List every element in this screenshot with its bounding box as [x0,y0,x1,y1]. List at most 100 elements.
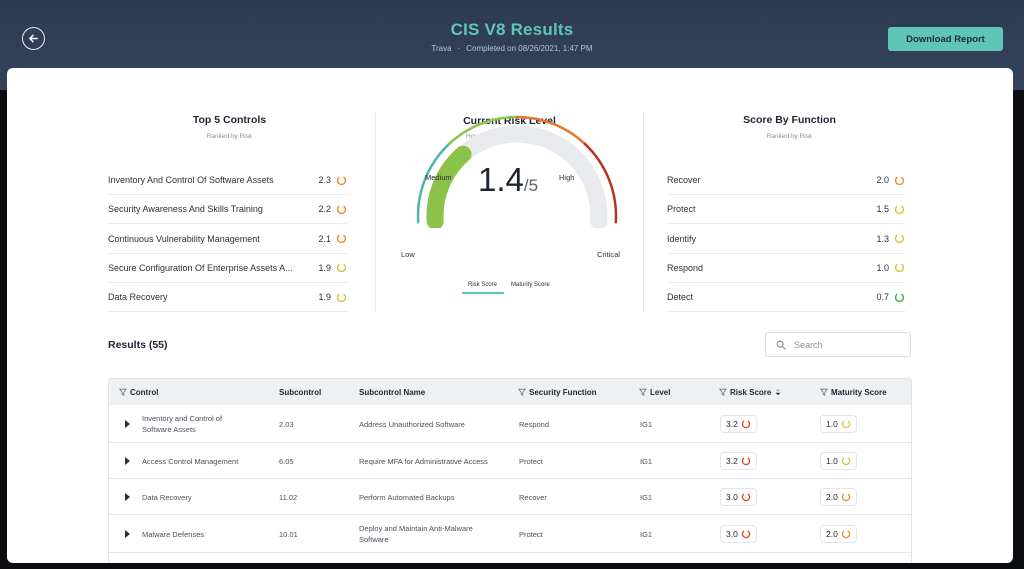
risk-score-badge-value: 3.0 [726,529,738,539]
filter-icon[interactable] [119,388,127,396]
risk-score-badge: 3.2 [720,452,757,470]
cell-level: IG1 [640,419,653,429]
top-control-row[interactable]: Secure Configuration Of Enterprise Asset… [108,254,347,283]
gauge-label-low: Low [401,250,415,259]
gauge-label-medium: Medium [425,173,452,182]
risk-score-badge: 3.0 [720,488,757,506]
function-score-row-value: 1.5 [876,204,889,215]
function-score-row-label: Protect [667,204,696,215]
column-header-subcontrol-name[interactable]: Subcontrol Name [359,379,425,405]
column-label: Subcontrol [279,387,322,397]
top-control-row-label: Security Awareness And Skills Training [108,204,263,215]
risk-score-badge: 3.0 [720,525,757,543]
expand-row-icon[interactable] [125,493,130,501]
column-header-level[interactable]: Level [639,379,670,405]
table-row[interactable]: Access Control Management 6.05 Require MFA… [109,443,911,479]
gauge-band-medium [447,115,519,146]
column-header-security-function[interactable]: Security Function [518,379,597,405]
score-ring-icon [336,292,347,302]
top-control-row-value: 2.1 [318,233,331,244]
score-ring-icon [336,263,347,273]
expand-row-icon[interactable] [125,457,130,465]
results-panel: Top 5 Controls Ranked by Risk Inventory … [7,68,1013,563]
expand-row-icon[interactable] [125,420,130,428]
top-control-row-label: Continuous Vulnerability Management [108,233,260,244]
top-control-row[interactable]: Continuous Vulnerability Management 2.1 [108,225,347,254]
score-ring-icon [841,456,851,466]
back-button[interactable] [22,27,45,50]
maturity-score-badge-value: 1.0 [826,419,838,429]
table-row[interactable]: Data Recovery 11.02 Perform Automated Back… [109,479,911,515]
search-input[interactable]: Search [765,332,911,357]
top-controls-subtitle: Ranked by Risk [206,133,253,140]
score-ring-icon [741,492,751,502]
score-ring-icon [741,419,751,429]
risk-score-badge-value: 3.2 [726,456,738,466]
top-control-row[interactable]: Inventory And Control Of Software Assets… [108,166,347,195]
filter-icon[interactable] [820,388,828,396]
table-row[interactable]: Malware Defenses 10.01 Deploy and Maintain… [109,515,911,553]
cell-subcontrol-name: Address Unauthorized Software [359,419,465,429]
cell-subcontrol: 11.02 [279,492,298,502]
risk-gauge [416,115,618,228]
risk-score-number: 1.4 [478,161,524,198]
function-score-row[interactable]: Identify 1.3 [667,225,905,254]
expand-row-icon[interactable] [125,530,130,538]
top-control-row[interactable]: Security Awareness And Skills Training 2.… [108,195,347,225]
cell-subcontrol: 10.01 [279,529,298,539]
filter-icon[interactable] [518,388,526,396]
column-label: Subcontrol Name [359,387,426,397]
results-table: Control Subcontrol Subcontrol Name Secur… [108,378,912,563]
maturity-score-badge-value: 2.0 [826,492,838,502]
column-divider [375,112,376,312]
download-report-button[interactable]: Download Report [888,27,1003,51]
function-score-row[interactable]: Protect 1.5 [667,195,905,225]
tab-maturity-score[interactable]: Maturity Score [511,282,550,288]
sort-descending-icon[interactable] [774,388,782,396]
table-header: Control Subcontrol Subcontrol Name Secur… [109,379,911,405]
cell-subcontrol-name: Require MFA for Administrative Access [359,456,488,466]
score-ring-icon [894,233,905,244]
top-controls-title: Top 5 Controls [192,114,267,126]
table-row[interactable]: Inventory and Control of Software Assets… [109,405,911,443]
cell-subcontrol: 6.05 [279,456,294,466]
top-control-row[interactable]: Data Recovery 1.9 [108,283,347,313]
function-score-row-label: Detect [667,292,694,303]
cell-level: IG1 [640,492,653,502]
cell-control: Malware Defenses [142,529,205,539]
risk-score-denominator: /5 [523,176,539,195]
results-title: Results (55) [108,339,168,351]
top-control-row-value: 1.9 [318,262,331,273]
completed-date: Completed on 08/26/2021, 1:47 PM [466,44,593,53]
function-score-row[interactable]: Detect 0.7 [667,283,905,313]
column-header-risk-score[interactable]: Risk Score [719,379,782,405]
page-subtitle: Trava · Completed on 08/26/2021, 1:47 PM [0,44,1024,53]
gauge-fill [426,145,472,228]
cell-control: Data Recovery [142,492,192,502]
function-score-row-label: Recover [667,175,701,185]
maturity-score-badge: 2.0 [820,488,857,506]
score-ring-icon [841,529,851,539]
column-header-maturity-score[interactable]: Maturity Score [820,379,887,405]
filter-icon[interactable] [639,388,647,396]
top-control-row-label: Data Recovery [108,292,168,303]
cell-level: IG1 [640,529,653,539]
filter-icon[interactable] [719,388,727,396]
risk-score-value: 1.4/5 [478,161,538,199]
cell-security-function: Protect [519,456,543,466]
top-control-row-label: Secure Configuration Of Enterprise Asset… [108,262,293,273]
cell-subcontrol-name: Deploy and Maintain Anti-Malware Softwar… [359,524,473,544]
cell-subcontrol-name: Perform Automated Backups [359,492,455,502]
active-tab-indicator [462,292,504,294]
column-header-subcontrol[interactable]: Subcontrol [279,379,321,405]
column-header-control[interactable]: Control [119,379,158,405]
tab-risk-score[interactable]: Risk Score [468,282,498,288]
function-score-row-label: Identify [667,233,697,244]
page-title: CIS V8 Results [450,20,574,39]
maturity-score-badge: 2.0 [820,525,857,543]
maturity-score-badge: 1.0 [820,415,857,433]
gauge-band-high [515,115,587,146]
function-score-row[interactable]: Recover 2.0 [667,166,905,195]
cell-control: Access Control Management [142,456,239,466]
function-score-row[interactable]: Respond 1.0 [667,254,905,283]
